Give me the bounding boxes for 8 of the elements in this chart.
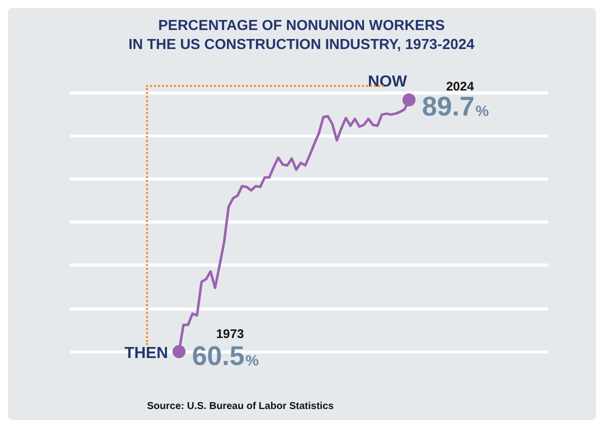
text: THEN bbox=[124, 345, 168, 362]
text: NOW bbox=[368, 73, 408, 90]
chart-title: PERCENTAGE OF NONUNION WORKERS IN THE US CONSTRUCTION INDUSTRY, 1973-2024 bbox=[128, 17, 476, 55]
text: 2024 bbox=[446, 79, 474, 94]
data-label: 60.5% bbox=[192, 341, 259, 372]
annotation: 1973 bbox=[216, 327, 244, 342]
data-label: 89.7% bbox=[422, 91, 489, 122]
source-note: Source: U.S. Bureau of Labor Statistics bbox=[147, 400, 334, 412]
